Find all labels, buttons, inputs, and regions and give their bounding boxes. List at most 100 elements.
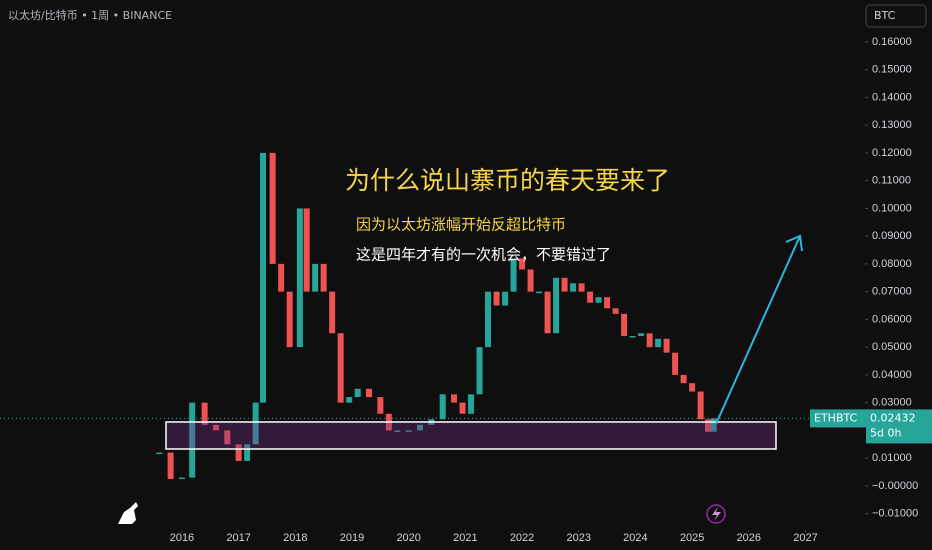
price-bar [156, 452, 163, 455]
price-bar [201, 402, 208, 425]
x-tick-label: 2020 [396, 532, 420, 544]
price-bar [502, 291, 509, 306]
y-tick-label: 0.03000 [872, 397, 912, 409]
price-bar [621, 313, 628, 337]
price-bar [286, 291, 293, 348]
price-bar [329, 291, 336, 334]
price-bar [646, 333, 653, 348]
x-tick-label: 2016 [170, 532, 194, 544]
price-bar [320, 263, 327, 292]
price-bar [527, 269, 534, 292]
logo [118, 502, 138, 524]
price-bar [303, 208, 310, 292]
price-bar [337, 333, 344, 403]
price-bar [178, 477, 185, 480]
x-tick-label: 2022 [510, 532, 534, 544]
price-bar [544, 291, 551, 334]
price-bar [638, 333, 645, 337]
price-bar [510, 258, 517, 292]
price-bar [252, 402, 259, 445]
x-tick-label: 2025 [680, 532, 704, 544]
price-bar [629, 336, 636, 338]
arrow-head [785, 234, 803, 252]
price-bar [689, 383, 696, 392]
trend-arrow [715, 235, 801, 425]
series-name: ETHBTC [814, 411, 858, 424]
y-tick-label: −0.00000 [872, 480, 918, 492]
y-tick-label: 0.10000 [872, 202, 912, 214]
price-bar [224, 430, 231, 445]
price-bar [604, 297, 611, 309]
x-tick-label: 2024 [623, 532, 647, 544]
price-bar [269, 152, 276, 264]
price-bar [189, 402, 196, 478]
price-bar [296, 208, 303, 348]
y-tick-label: 0.04000 [872, 369, 912, 381]
price-bar [672, 352, 679, 375]
symbol-header: 以太坊/比特币 • 1周 • BINANCE [8, 8, 172, 22]
last-price-label: 0.02432 [870, 411, 916, 424]
price-bar [394, 430, 401, 432]
price-bar [260, 152, 267, 403]
y-tick-label: 0.14000 [872, 91, 912, 103]
price-bar [439, 394, 446, 420]
x-tick-label: 2018 [283, 532, 307, 544]
event-icon[interactable] [706, 504, 726, 524]
price-bar [595, 297, 602, 303]
price-bar [235, 444, 242, 461]
x-tick-label: 2017 [226, 532, 250, 544]
price-bar [561, 277, 568, 292]
price-bar [417, 424, 424, 431]
price-bar [476, 347, 483, 395]
last-price-tag [810, 409, 866, 428]
price-bar [244, 444, 251, 461]
price-bar [553, 277, 560, 334]
y-tick-label: 0.11000 [872, 175, 911, 187]
price-bar [697, 391, 704, 420]
y-tick-label: 0.06000 [872, 313, 912, 325]
last-price-box [866, 409, 932, 444]
price-bar [578, 283, 585, 292]
x-tick-label: 2019 [340, 532, 364, 544]
y-tick-label: 0.13000 [872, 119, 912, 131]
price-bar [459, 402, 466, 414]
price-bar [612, 308, 619, 314]
event-bolt [712, 507, 721, 521]
y-tick-label: 0.16000 [872, 36, 912, 48]
y-tick-label: 0.07000 [872, 286, 912, 298]
y-tick-label: −0.01000 [872, 508, 918, 520]
range-box [165, 421, 777, 450]
x-tick-label: 2021 [453, 532, 477, 544]
price-bar [366, 388, 373, 398]
y-tick-label: 0.05000 [872, 341, 912, 353]
price-bar [485, 291, 492, 348]
price-bar [377, 397, 384, 414]
currency-button-label[interactable]: BTC [874, 9, 896, 22]
x-tick-label: 2023 [567, 532, 591, 544]
price-bar [710, 418, 717, 432]
price-bar [655, 338, 662, 348]
currency-button[interactable] [865, 4, 927, 28]
y-tick-label: 0.15000 [872, 64, 912, 76]
annotation-line: 因为以太坊涨幅开始反超比特币 [356, 216, 566, 234]
x-tick-label: 2026 [737, 532, 761, 544]
price-bar [312, 263, 319, 292]
price-bar [587, 291, 594, 303]
price-bar [663, 338, 670, 353]
price-bar [167, 452, 174, 479]
price-bar [405, 430, 412, 432]
price-bar [680, 374, 687, 384]
price-bar [468, 394, 475, 414]
price-bar [451, 394, 458, 403]
price-bar [570, 283, 577, 292]
annotation-title: 为什么说山寨币的春天要来了 [345, 166, 670, 195]
countdown: 5d 0h [870, 426, 901, 439]
x-tick-label: 2027 [793, 532, 817, 544]
price-bar [493, 291, 500, 306]
price-bar [212, 424, 219, 431]
y-tick-label: 0.01000 [872, 452, 912, 464]
price-bar [278, 263, 285, 292]
price-bar [536, 291, 543, 294]
annotation-line: 这是四年才有的一次机会，不要错过了 [356, 246, 611, 264]
